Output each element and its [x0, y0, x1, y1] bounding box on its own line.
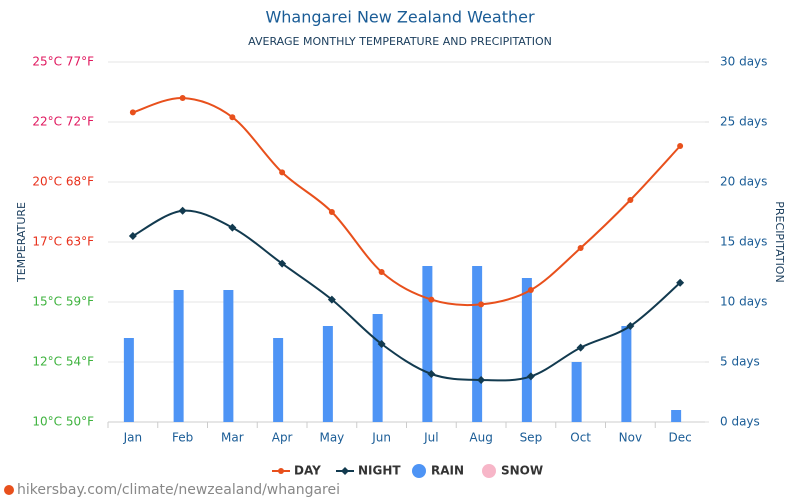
point: [327, 295, 336, 304]
line: [132, 209, 681, 382]
point: [179, 95, 186, 101]
line: [132, 96, 681, 307]
y-tick-label: 10°C 50°F: [32, 415, 94, 429]
point: [128, 232, 137, 240]
y-tick-label: 25°C 77°F: [32, 55, 94, 69]
y2-axis-label: PRECIPITATION: [773, 201, 786, 282]
point: [378, 269, 385, 275]
bar: [173, 290, 184, 422]
x-tick-label: Aug: [469, 431, 492, 445]
point: [676, 278, 685, 287]
point: [427, 370, 436, 378]
point: [228, 223, 237, 232]
point: [627, 197, 634, 203]
y-axis-label: TEMPERATURE: [15, 202, 28, 283]
point: [477, 376, 486, 384]
bar: [671, 410, 682, 422]
y-tick-label: 12°C 54°F: [32, 355, 94, 369]
bar: [123, 338, 134, 422]
legend-marker: [482, 464, 496, 478]
point: [527, 287, 534, 293]
bar: [521, 278, 532, 422]
legend-marker: [341, 467, 349, 475]
y2-tick-label: 15 days: [720, 235, 767, 249]
y-tick-label: 20°C 68°F: [32, 175, 94, 189]
y2-tick-label: 20 days: [720, 175, 767, 189]
bar: [322, 326, 333, 422]
point: [279, 169, 286, 176]
x-tick-label: Jun: [371, 431, 391, 445]
bar: [223, 290, 234, 422]
y2-tick-label: 30 days: [720, 55, 767, 69]
x-tick-label: Feb: [172, 431, 193, 445]
legend-label: NIGHT: [358, 464, 401, 478]
point: [576, 343, 585, 352]
y2-tick-label: 25 days: [720, 115, 767, 129]
x-tick-label: Nov: [619, 431, 642, 445]
point: [328, 209, 335, 215]
point: [577, 245, 584, 251]
point: [377, 340, 386, 348]
point: [677, 143, 684, 149]
bar: [472, 266, 483, 422]
x-tick-label: Mar: [221, 431, 244, 445]
point: [278, 259, 287, 268]
x-tick-label: Oct: [570, 431, 591, 445]
point: [129, 109, 136, 116]
chart-subtitle: AVERAGE MONTHLY TEMPERATURE AND PRECIPIT…: [248, 35, 552, 48]
point: [626, 322, 635, 330]
bar: [571, 362, 582, 422]
legend-label: RAIN: [431, 464, 464, 478]
y-tick-label: 15°C 59°F: [32, 295, 94, 309]
point: [229, 114, 236, 121]
y2-tick-label: 0 days: [720, 415, 760, 429]
point: [428, 296, 435, 303]
bar: [621, 326, 632, 422]
bar: [422, 266, 433, 422]
bar: [273, 338, 284, 422]
x-tick-label: Jan: [123, 431, 143, 445]
bar: [372, 314, 383, 422]
chart-title: Whangarei New Zealand Weather: [265, 8, 534, 27]
point: [526, 372, 535, 381]
y-tick-label: 22°C 72°F: [32, 115, 94, 129]
source[interactable]: hikersbay.com/climate/newzealand/whangar…: [17, 482, 340, 498]
legend-label: SNOW: [501, 464, 543, 478]
source-icon: [4, 485, 14, 495]
legend-marker: [278, 468, 284, 474]
y2-tick-label: 10 days: [720, 295, 767, 309]
y-tick-label: 17°C 63°F: [32, 235, 94, 249]
legend-marker: [412, 464, 426, 478]
x-tick-label: Apr: [272, 431, 293, 445]
x-tick-label: May: [319, 431, 344, 445]
x-tick-label: Jul: [423, 431, 438, 445]
y2-tick-label: 5 days: [720, 355, 760, 369]
x-tick-label: Sep: [520, 431, 543, 445]
legend-label: DAY: [294, 464, 321, 478]
x-tick-label: Dec: [669, 431, 692, 445]
point: [478, 301, 485, 308]
point: [178, 206, 187, 215]
